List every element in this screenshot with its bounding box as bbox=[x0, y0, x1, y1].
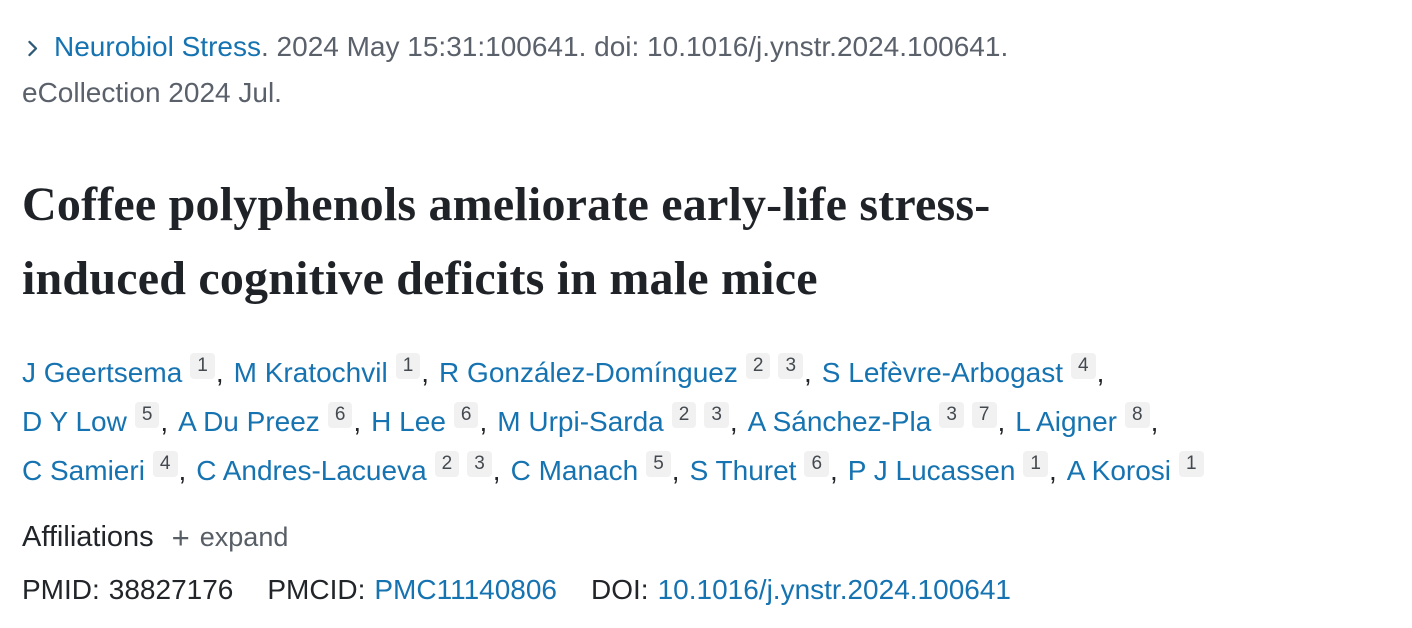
author-separator: , bbox=[830, 455, 838, 486]
affiliation-superscript: 6 bbox=[804, 451, 830, 477]
author-separator: , bbox=[729, 406, 738, 437]
plus-icon: + bbox=[171, 520, 190, 555]
pubmed-article-header: Neurobiol Stress. 2024 May 15:31:100641.… bbox=[22, 24, 1376, 610]
affiliation-superscript: 2 bbox=[434, 451, 460, 477]
author-link[interactable]: C Andres-Lacueva bbox=[196, 455, 427, 486]
affiliation-superscript: 8 bbox=[1125, 402, 1150, 428]
affiliation-superscript: 2 bbox=[745, 353, 771, 379]
affiliation-superscript: 3 bbox=[778, 353, 804, 379]
author-line: D Y Low 5, A Du Preez 6, H Lee 6, M Urpi-Sarda… bbox=[22, 397, 1376, 446]
author-separator: , bbox=[353, 406, 362, 437]
doi-group: DOI: 10.1016/j.ynstr.2024.100641 bbox=[591, 570, 1011, 610]
expand-affiliations-label: expand bbox=[199, 522, 289, 552]
pmid-label: PMID: bbox=[22, 574, 100, 605]
author-separator: , bbox=[804, 357, 812, 388]
doi-link[interactable]: 10.1016/j.ynstr.2024.100641 bbox=[657, 574, 1011, 605]
author-separator: , bbox=[421, 357, 430, 388]
article-title: Coffee polyphenols ameliorate early-life… bbox=[22, 168, 1376, 316]
author-list: J Geertsema 1, M Kratochvil 1, R González-Do… bbox=[22, 348, 1376, 495]
expand-affiliations-button[interactable]: + expand bbox=[172, 522, 289, 553]
author-separator: , bbox=[997, 406, 1006, 437]
affiliation-superscript: 7 bbox=[971, 402, 997, 428]
author-separator: , bbox=[1150, 406, 1159, 437]
affiliations-label: Affiliations bbox=[22, 521, 154, 553]
author-line: J Geertsema 1, M Kratochvil 1, R González-Do… bbox=[22, 348, 1376, 397]
affiliations-row: Affiliations + expand bbox=[22, 521, 1376, 554]
author-link[interactable]: C Manach bbox=[510, 455, 639, 486]
author-link[interactable]: P J Lucassen bbox=[847, 455, 1016, 486]
author-link[interactable]: C Samieri bbox=[22, 455, 145, 486]
author-separator: , bbox=[178, 455, 187, 486]
affiliation-superscript: 6 bbox=[453, 402, 479, 428]
chevron-right-icon bbox=[28, 40, 38, 57]
author-link[interactable]: M Kratochvil bbox=[233, 357, 388, 388]
pmid-group: PMID: 38827176 bbox=[22, 570, 233, 610]
citation-bar: Neurobiol Stress. 2024 May 15:31:100641.… bbox=[22, 24, 1376, 116]
author-link[interactable]: H Lee bbox=[371, 406, 446, 437]
affiliation-superscript: 4 bbox=[1071, 353, 1096, 379]
author-link[interactable]: A Sánchez-Pla bbox=[747, 406, 932, 437]
article-title-line: Coffee polyphenols ameliorate early-life… bbox=[22, 178, 991, 231]
author-line: C Samieri 4, C Andres-Lacueva 2 3, C Manach 5,… bbox=[22, 446, 1376, 495]
author-link[interactable]: R González-Domínguez bbox=[439, 357, 738, 388]
author-link[interactable]: A Korosi bbox=[1066, 455, 1172, 486]
author-link[interactable]: A Du Preez bbox=[178, 406, 320, 437]
affiliation-superscript: 6 bbox=[327, 402, 353, 428]
author-link[interactable]: D Y Low bbox=[22, 406, 127, 437]
author-separator: , bbox=[671, 455, 680, 486]
author-link[interactable]: L Aigner bbox=[1015, 406, 1117, 437]
affiliation-superscript: 1 bbox=[1023, 451, 1048, 477]
author-separator: , bbox=[479, 406, 488, 437]
author-separator: , bbox=[1048, 455, 1057, 486]
identifiers-row: PMID: 38827176 PMCID: PMC11140806 DOI: 10.1… bbox=[22, 570, 1376, 610]
ecollection-text: eCollection 2024 Jul. bbox=[22, 77, 282, 108]
author-separator: , bbox=[1096, 357, 1105, 388]
author-link[interactable]: S Thuret bbox=[689, 455, 797, 486]
affiliation-superscript: 2 bbox=[671, 402, 697, 428]
author-link[interactable]: J Geertsema bbox=[22, 357, 183, 388]
affiliation-superscript: 3 bbox=[939, 402, 964, 428]
author-separator: , bbox=[215, 357, 224, 388]
pmcid-group: PMCID: PMC11140806 bbox=[267, 570, 557, 610]
journal-expand-button[interactable] bbox=[22, 24, 43, 70]
pmcid-link[interactable]: PMC11140806 bbox=[374, 574, 558, 605]
citation-details: . 2024 May 15:31:100641. doi: 10.1016/j.… bbox=[260, 31, 1009, 62]
pmid-value: 38827176 bbox=[108, 574, 234, 605]
affiliation-superscript: 1 bbox=[1179, 451, 1204, 477]
affiliation-superscript: 3 bbox=[467, 451, 492, 477]
affiliation-superscript: 5 bbox=[646, 451, 671, 477]
affiliation-superscript: 5 bbox=[134, 402, 160, 428]
affiliation-superscript: 3 bbox=[704, 402, 729, 428]
affiliation-superscript: 1 bbox=[190, 353, 215, 379]
article-title-line: induced cognitive deficits in male mice bbox=[22, 252, 818, 305]
author-separator: , bbox=[160, 406, 169, 437]
author-separator: , bbox=[492, 455, 501, 486]
doi-label: DOI: bbox=[591, 574, 649, 605]
pmcid-label: PMCID: bbox=[267, 574, 366, 605]
affiliation-superscript: 4 bbox=[152, 451, 178, 477]
affiliation-superscript: 1 bbox=[395, 353, 421, 379]
author-link[interactable]: M Urpi-Sarda bbox=[497, 406, 664, 437]
author-link[interactable]: S Lefèvre-Arbogast bbox=[821, 357, 1064, 388]
journal-link[interactable]: Neurobiol Stress bbox=[54, 31, 261, 62]
